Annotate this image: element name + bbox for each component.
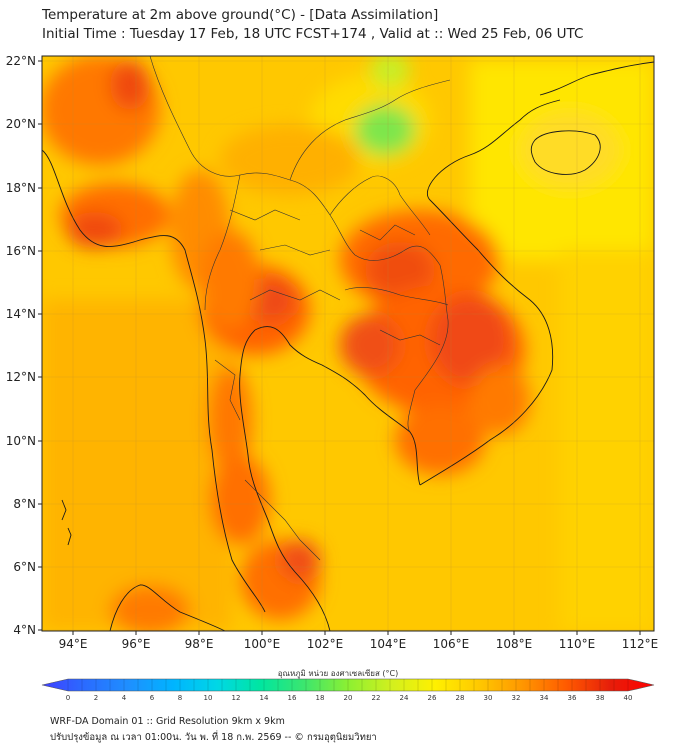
colorbar-tick-label: 38 — [596, 694, 605, 702]
colorbar-tick-label: 26 — [428, 694, 437, 702]
lon-label: 98°E — [185, 637, 214, 651]
gridlines — [42, 56, 654, 631]
colorbar-tick-label: 18 — [316, 694, 325, 702]
colorbar-tick-label: 20 — [344, 694, 353, 702]
colorbar-tick-label: 0 — [66, 694, 70, 702]
colorbar-tick-label: 8 — [178, 694, 182, 702]
longitude-labels: 94°E 96°E 98°E 100°E 102°E 104°E 106°E 1… — [59, 637, 659, 651]
footer-update-info: ปรับปรุงข้อมูล ณ เวลา 01:00น. วัน พ. ที่… — [50, 732, 377, 743]
lon-label: 112°E — [622, 637, 659, 651]
lat-label: 14°N — [6, 307, 36, 321]
lat-label: 6°N — [13, 560, 36, 574]
temperature-field — [42, 56, 654, 631]
lat-label: 18°N — [6, 181, 36, 195]
colorbar-bar — [41, 678, 655, 692]
lat-label: 4°N — [13, 623, 36, 637]
colorbar-tick-label: 10 — [204, 694, 213, 702]
lon-label: 106°E — [433, 637, 470, 651]
colorbar-tick-label: 34 — [540, 694, 549, 702]
admin-borders — [149, 56, 451, 561]
colorbar-tick-label: 24 — [400, 694, 409, 702]
lat-label: 8°N — [13, 497, 36, 511]
colorbar: 0 2 4 6 8 10 12 14 16 18 20 22 24 26 28 30 32 34 36 38 40 — [41, 678, 655, 702]
map-subtitle: Initial Time : Tuesday 17 Feb, 18 UTC FC… — [42, 26, 584, 42]
lat-label: 12°N — [6, 370, 36, 384]
lon-label: 108°E — [496, 637, 533, 651]
colorbar-tick-label: 22 — [372, 694, 381, 702]
colorbar-ticks: 0 2 4 6 8 10 12 14 16 18 20 22 24 26 28 30 32 34 36 38 40 — [66, 679, 633, 702]
colorbar-tick-label: 16 — [288, 694, 297, 702]
footer-model-info: WRF-DA Domain 01 :: Grid Resolution 9km … — [50, 716, 285, 727]
colorbar-tick-label: 36 — [568, 694, 577, 702]
lon-label: 96°E — [122, 637, 151, 651]
colorbar-tick-label: 12 — [232, 694, 241, 702]
lon-label: 102°E — [307, 637, 344, 651]
lon-label: 100°E — [244, 637, 281, 651]
colorbar-tick-label: 32 — [512, 694, 521, 702]
lon-label: 104°E — [370, 637, 407, 651]
colorbar-tick-label: 14 — [260, 694, 269, 702]
map-title: Temperature at 2m above ground(°C) - [Da… — [42, 7, 439, 23]
colorbar-tick-label: 2 — [94, 694, 98, 702]
colorbar-label: อุณหภูมิ หน่วย องศาเซลเซียส (°C) — [277, 669, 399, 678]
coastlines — [42, 61, 654, 631]
lat-label: 16°N — [6, 244, 36, 258]
lat-label: 20°N — [6, 117, 36, 131]
map-frame — [41, 55, 655, 632]
colorbar-tick-label: 4 — [122, 694, 127, 702]
lat-label: 22°N — [6, 54, 36, 68]
lon-label: 94°E — [59, 637, 88, 651]
colorbar-tick-label: 28 — [456, 694, 465, 702]
axis-ticks — [38, 60, 641, 635]
colorbar-tick-label: 30 — [484, 694, 493, 702]
colorbar-tick-label: 6 — [150, 694, 155, 702]
lat-label: 10°N — [6, 434, 36, 448]
latitude-labels: 22°N 20°N 18°N 16°N 14°N 12°N 10°N 8°N 6… — [6, 54, 36, 637]
colorbar-tick-label: 40 — [624, 694, 633, 702]
lon-label: 110°E — [559, 637, 596, 651]
